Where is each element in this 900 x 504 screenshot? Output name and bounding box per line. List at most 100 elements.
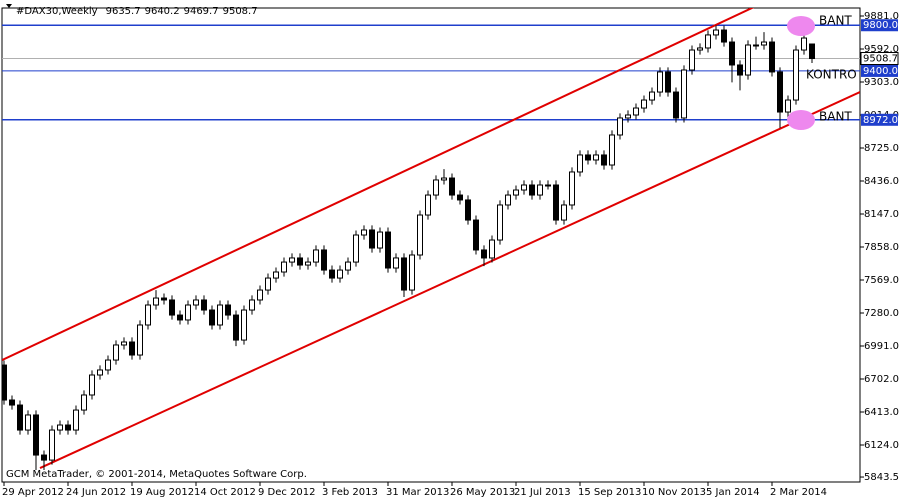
candle-body — [257, 289, 263, 301]
candle-body — [577, 154, 583, 173]
candle-body — [729, 41, 735, 66]
candle-body — [81, 394, 87, 411]
candle-body — [593, 154, 599, 161]
candle-body — [329, 269, 335, 279]
candle-body — [665, 71, 671, 93]
channel-line — [39, 91, 860, 469]
candle-body — [177, 314, 183, 321]
candle-body — [385, 231, 391, 269]
candle-body — [401, 257, 407, 291]
candle-body — [25, 414, 31, 431]
y-tick-label: 8725.0 — [864, 143, 899, 154]
candle-body — [473, 219, 479, 251]
x-tick-label: 26 May 2013 — [450, 487, 515, 498]
candle-body — [41, 454, 47, 461]
x-tick-label: 2 Mar 2014 — [770, 487, 827, 498]
candle-body — [153, 297, 159, 306]
highlight — [787, 16, 815, 36]
y-tick-label: 8436.0 — [864, 176, 899, 187]
candle-body — [273, 271, 279, 279]
candle-body — [777, 71, 783, 113]
candle-body — [713, 29, 719, 36]
x-tick-label: 24 Jun 2012 — [66, 487, 126, 498]
candle-body — [425, 194, 431, 216]
candle-body — [281, 261, 287, 273]
candle-body — [297, 257, 303, 266]
y-tick-label: 6702.0 — [864, 374, 899, 385]
annotation: KONTRO — [806, 68, 857, 82]
candle-body — [753, 44, 759, 47]
x-tick-label: 14 Oct 2012 — [194, 487, 256, 498]
candle-body — [497, 204, 503, 241]
candle-body — [393, 257, 399, 269]
y-tick-label: 8147.0 — [864, 209, 899, 220]
candle-body — [129, 341, 135, 356]
candle-body — [441, 177, 447, 181]
candle-body — [505, 194, 511, 206]
symbol: #DAX30,Weekly — [16, 6, 98, 17]
candle-body — [705, 34, 711, 49]
plot-frame — [1, 7, 861, 483]
candle-body — [65, 424, 71, 431]
candle-body — [2, 364, 7, 401]
candle-body — [233, 314, 239, 341]
candle-body — [537, 184, 543, 196]
candle-body — [585, 154, 591, 161]
candle-body — [513, 189, 519, 196]
candle-body — [489, 239, 495, 259]
x-tick-label: 10 Nov 2013 — [642, 487, 706, 498]
candle-body — [321, 249, 327, 271]
price-label: 9400.0 — [863, 66, 898, 77]
x-tick-label: 5 Jan 2014 — [706, 487, 760, 498]
x-tick-label: 31 Mar 2013 — [386, 487, 449, 498]
x-tick-label: 21 Jul 2013 — [514, 487, 571, 498]
candle-body — [721, 29, 727, 43]
candle-body — [121, 341, 127, 346]
candle-body — [193, 299, 199, 306]
candle-body — [113, 344, 119, 361]
candle-body — [33, 414, 39, 456]
candle-body — [361, 229, 367, 236]
candle-body — [801, 37, 807, 51]
chart-header: #DAX30,Weekly 9635.7 9640.2 9469.7 9508.7 — [16, 6, 258, 17]
candle-body — [169, 299, 175, 316]
header-close: 9508.7 — [223, 6, 258, 17]
menu-arrow — [6, 4, 12, 8]
candle-body — [809, 43, 815, 60]
candle-body — [521, 184, 527, 191]
candle-body — [601, 154, 607, 166]
candle-body — [409, 254, 415, 291]
candle-body — [337, 269, 343, 279]
y-tick-label: 6413.0 — [864, 407, 899, 418]
candle-body — [353, 234, 359, 263]
candle-body — [617, 117, 623, 136]
y-tick-label: 7858.0 — [864, 242, 899, 253]
price-label-box — [861, 113, 898, 126]
candle-body — [793, 49, 799, 101]
candle-body — [17, 404, 23, 431]
candle-body — [737, 64, 743, 76]
candle-body — [57, 424, 63, 431]
y-tick-label: 9303.0 — [864, 77, 899, 88]
x-tick-label: 15 Sep 2013 — [578, 487, 641, 498]
price-label-box — [860, 52, 899, 66]
y-tick-label: 9592.0 — [864, 44, 899, 55]
candle-body — [249, 299, 255, 311]
candle-body — [289, 257, 295, 263]
candle-body — [569, 171, 575, 206]
y-tick-label: 7280.0 — [864, 308, 899, 319]
candle-body — [657, 71, 663, 93]
price-label-box — [861, 19, 898, 32]
candle-body — [313, 249, 319, 263]
candle-body — [689, 49, 695, 71]
candle-body — [553, 184, 559, 221]
candle-body — [681, 69, 687, 119]
header-high: 9640.2 — [145, 6, 180, 17]
candle-body — [417, 214, 423, 256]
copyright: GCM MetaTrader, © 2001-2014, MetaQuotes … — [6, 469, 307, 480]
candle-body — [649, 91, 655, 101]
highlight — [787, 110, 815, 130]
candle-body — [465, 199, 471, 221]
candle-body — [377, 231, 383, 249]
